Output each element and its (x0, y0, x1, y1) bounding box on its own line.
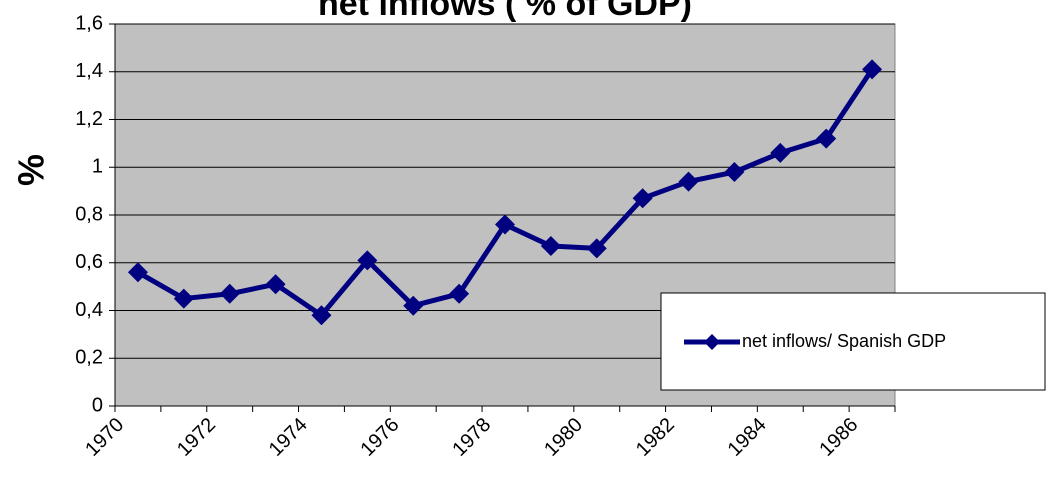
data-point (311, 305, 332, 326)
y-tick-label: 0,4 (75, 299, 103, 321)
data-point (173, 288, 194, 309)
y-tick-label: 0,2 (75, 347, 103, 369)
data-point (495, 214, 515, 235)
data-point (449, 283, 470, 304)
data-point (127, 262, 148, 283)
y-tick-label: 1,2 (75, 108, 103, 130)
y-axis-label: % (11, 154, 52, 186)
y-tick-label: 1,4 (75, 60, 103, 82)
data-point (632, 188, 653, 209)
data-point (816, 128, 837, 149)
data-point (219, 283, 240, 304)
data-point (357, 250, 378, 271)
x-tick-label: 1972 (173, 414, 220, 461)
y-tick-label: 0,6 (75, 251, 103, 273)
data-point (862, 59, 883, 80)
data-point (403, 295, 424, 316)
y-tick-label: 1,6 (75, 12, 103, 34)
x-tick-label: 1982 (632, 414, 679, 461)
x-tick-label: 1976 (357, 414, 404, 461)
data-point (678, 171, 699, 192)
data-point (724, 162, 745, 183)
x-tick-label: 1970 (81, 414, 128, 461)
x-tick-label: 1986 (815, 414, 862, 461)
x-tick-label: 1978 (448, 414, 495, 461)
y-tick-label: 0 (92, 394, 103, 416)
x-tick-label: 1974 (265, 414, 312, 461)
data-point (770, 142, 791, 163)
data-point (265, 274, 286, 295)
legend-marker (704, 334, 720, 350)
data-point (540, 236, 561, 257)
x-tick-label: 1984 (724, 414, 771, 461)
chart-title: net inflows ( % of GDP) (318, 0, 692, 23)
data-point (586, 238, 607, 259)
x-tick-label: 1980 (540, 414, 587, 461)
y-tick-label: 0,8 (75, 203, 103, 225)
y-tick-label: 1 (92, 156, 103, 178)
legend-label: net inflows/ Spanish GDP (742, 331, 946, 351)
